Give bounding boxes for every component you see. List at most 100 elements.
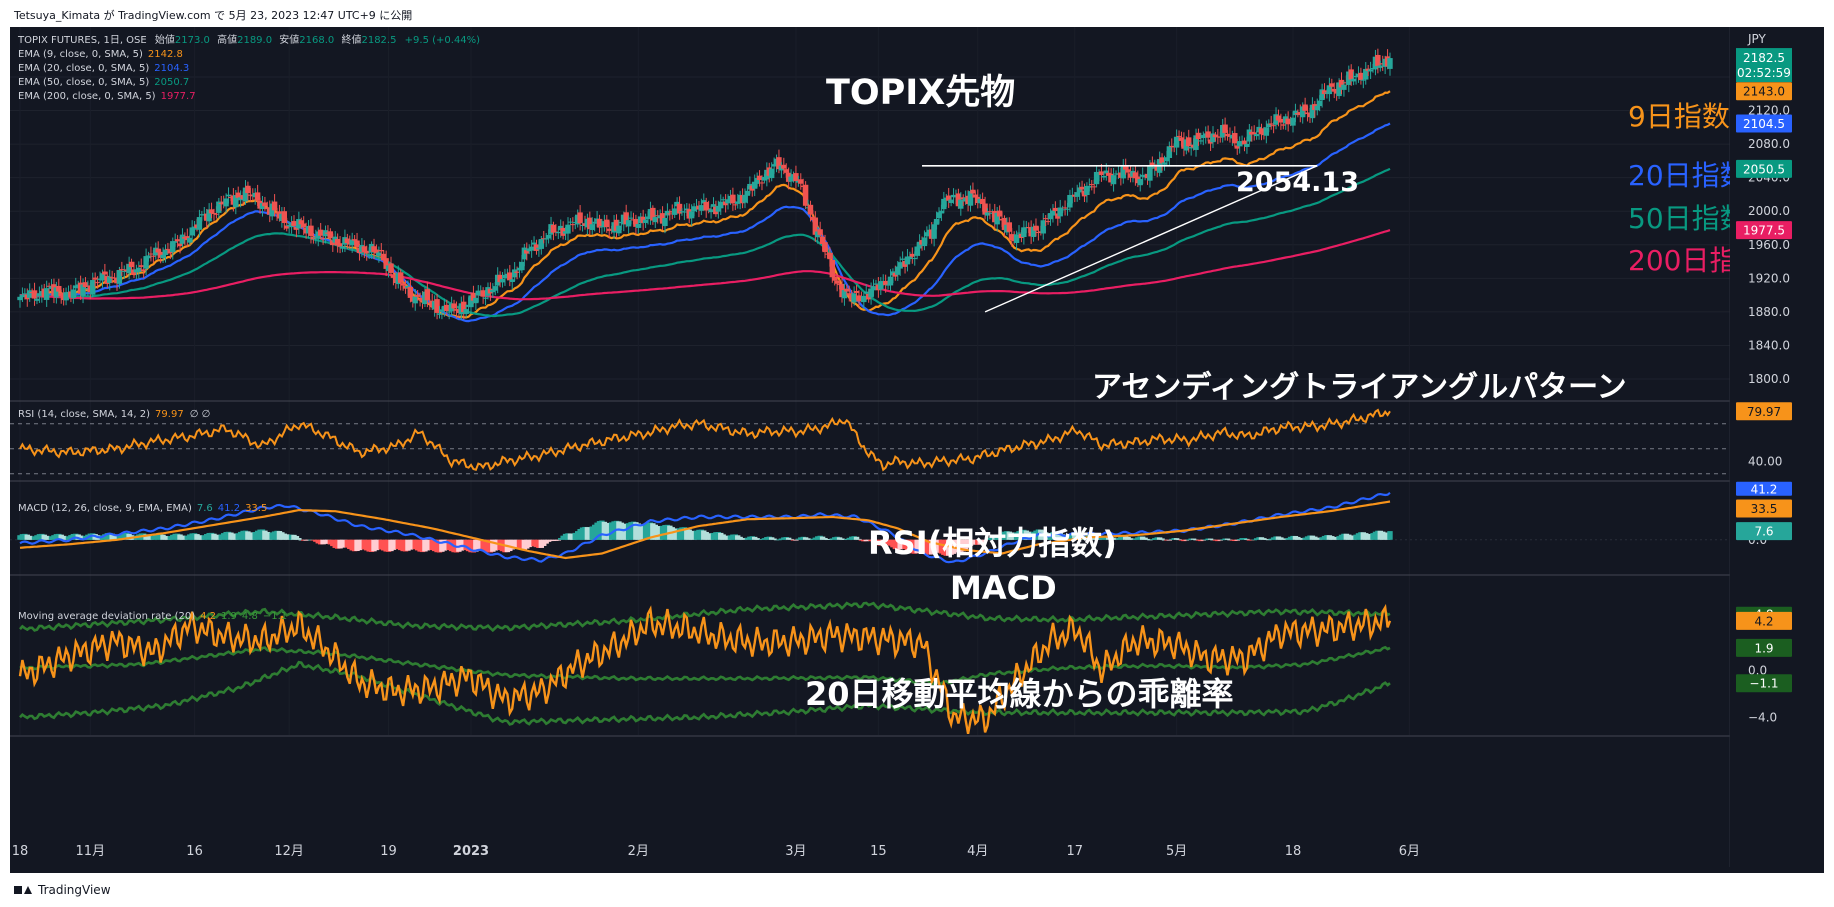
time-axis[interactable]: 18 11月 16 12月 19 2023 2月 3月 15 4月 17 5月 18 6月 bbox=[12, 844, 1420, 859]
time-tick-label: 3月 bbox=[785, 844, 806, 859]
dev-lower-badge-bg bbox=[1736, 674, 1792, 693]
candle-body bbox=[776, 157, 782, 170]
candle-body bbox=[851, 293, 857, 303]
candle-body bbox=[798, 179, 804, 184]
candle-body bbox=[1137, 179, 1143, 186]
candle-body bbox=[754, 178, 760, 184]
candle bbox=[1098, 163, 1105, 182]
last-price-badge-bg bbox=[1736, 48, 1792, 83]
candle-body bbox=[34, 298, 40, 301]
candle-body bbox=[924, 232, 930, 237]
candle-body bbox=[138, 265, 144, 267]
candle bbox=[878, 277, 884, 295]
candle bbox=[31, 282, 38, 306]
candle-body bbox=[145, 255, 152, 259]
candle-body bbox=[1292, 110, 1299, 116]
candle-body bbox=[742, 194, 748, 203]
candle-body bbox=[1195, 132, 1202, 140]
candle bbox=[1363, 62, 1369, 85]
last-price-text: 2182.5 bbox=[1743, 51, 1785, 65]
candle-body bbox=[492, 286, 498, 291]
legend-open-value: 2173.0 bbox=[175, 35, 210, 46]
candle-body bbox=[941, 198, 947, 210]
candle bbox=[349, 232, 355, 253]
candle-body bbox=[1321, 90, 1328, 95]
candle bbox=[1074, 184, 1080, 202]
ema20-line bbox=[20, 122, 1391, 323]
candle-body bbox=[725, 199, 731, 204]
price-tick-label: 2120.0 bbox=[1748, 104, 1790, 118]
candle-body bbox=[984, 212, 991, 216]
candle-body bbox=[339, 246, 346, 249]
candle-body bbox=[1016, 232, 1022, 234]
candle bbox=[1350, 71, 1357, 86]
price-tick-label: 1800.0 bbox=[1748, 372, 1790, 386]
candle bbox=[148, 246, 154, 262]
candle bbox=[681, 204, 688, 221]
chart-area[interactable]: TOPIX先物 2054.13 アセンディングトライアングルパターン 9日指数 … bbox=[10, 27, 1824, 873]
price-axis[interactable]: JPY 2160.02120.02080.02040.02000.01960.0… bbox=[1730, 27, 1824, 867]
dev-lower-badge: −1.1 bbox=[1736, 674, 1792, 693]
macd-histogram-bar bbox=[1144, 538, 1151, 540]
candle-body bbox=[856, 295, 862, 302]
candle bbox=[376, 246, 382, 263]
rsi-badge-text: 79.97 bbox=[1747, 405, 1781, 419]
candle-body bbox=[1062, 207, 1068, 209]
candle-body bbox=[1009, 234, 1015, 241]
candle-body bbox=[155, 248, 161, 253]
candle-body bbox=[1212, 134, 1219, 138]
candle-body bbox=[853, 290, 860, 293]
candle-body bbox=[1278, 118, 1284, 123]
deviation-mid-line bbox=[19, 645, 1391, 686]
candle bbox=[191, 221, 198, 237]
candle-body bbox=[650, 207, 656, 221]
legend-ema50-value: 2050.7 bbox=[154, 77, 189, 88]
candle-body bbox=[531, 242, 537, 245]
drawings-layer[interactable] bbox=[922, 164, 1318, 313]
candle-body bbox=[179, 234, 186, 244]
candle-body bbox=[189, 227, 195, 236]
candle bbox=[126, 256, 132, 280]
macd-histogram-bar bbox=[1251, 539, 1257, 541]
candle bbox=[948, 195, 954, 207]
candle bbox=[1110, 167, 1117, 192]
candle-body bbox=[635, 223, 642, 228]
candle bbox=[94, 276, 101, 289]
candle-body bbox=[31, 290, 38, 299]
candle-body bbox=[705, 208, 712, 210]
candle bbox=[1173, 129, 1180, 156]
time-tick-label: 16 bbox=[186, 844, 203, 859]
candle bbox=[397, 269, 404, 291]
pane-dividers[interactable] bbox=[10, 27, 1824, 867]
candle-body bbox=[1251, 132, 1257, 135]
legend-ema50: EMA (50, close, 0, SMA, 5) 2050.7 bbox=[18, 77, 189, 88]
candle-body bbox=[1047, 213, 1054, 220]
legend-dev: Moving average deviation rate (20) 4.2 1.9… bbox=[18, 611, 287, 622]
candle-body bbox=[388, 263, 394, 273]
macd-histogram-bar bbox=[1203, 539, 1209, 541]
candle bbox=[1089, 180, 1095, 191]
candle-body bbox=[344, 238, 351, 244]
candle-body bbox=[233, 195, 239, 208]
candle bbox=[577, 205, 583, 231]
candle-body bbox=[383, 258, 389, 269]
ema50-badge-text: 2050.5 bbox=[1743, 162, 1785, 176]
candle-body bbox=[320, 237, 326, 239]
legend-symbol-name: TOPIX FUTURES, 1日, OSE bbox=[17, 35, 147, 46]
candle-body bbox=[1079, 186, 1085, 190]
deviation-upper-band bbox=[19, 601, 1391, 633]
candle-body bbox=[254, 192, 261, 201]
macd-histogram-bar bbox=[1244, 538, 1250, 540]
brand[interactable]: TradingView bbox=[14, 883, 111, 897]
macd-pane bbox=[10, 491, 1730, 564]
candle-body bbox=[19, 294, 26, 298]
chart-canvas[interactable]: TOPIX先物 2054.13 アセンディングトライアングルパターン 9日指数 … bbox=[10, 27, 1824, 873]
candle-body bbox=[70, 289, 77, 299]
ascending-trend-line[interactable] bbox=[984, 165, 1318, 313]
candle bbox=[703, 197, 709, 218]
macd-hist-badge-text: 7.6 bbox=[1754, 525, 1773, 539]
last-price-badge: 2182.502:52:59 bbox=[1736, 48, 1792, 83]
macd-line bbox=[19, 491, 1391, 564]
legend-dev-v4: −1.1 bbox=[263, 611, 287, 622]
legend-low-label: 安値 bbox=[279, 33, 299, 46]
